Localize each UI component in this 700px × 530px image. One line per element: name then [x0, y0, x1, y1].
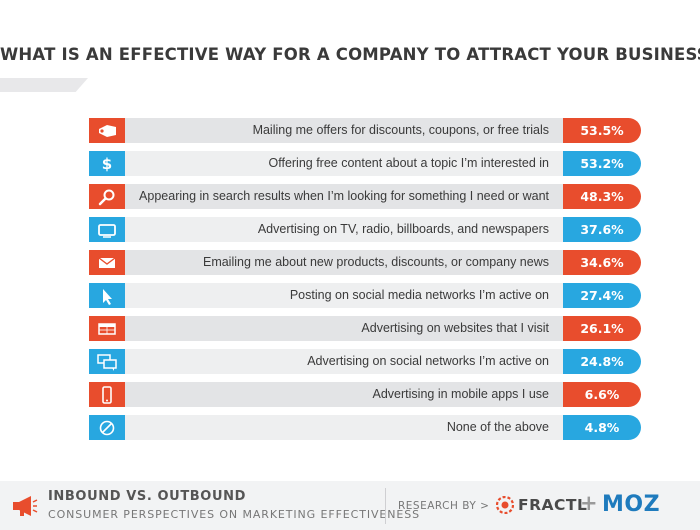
value-label: 48.3%	[563, 184, 641, 209]
value-label: 4.8%	[563, 415, 641, 440]
bar-row: $ Offering free content about a topic I’m…	[89, 151, 641, 176]
cursor-icon	[89, 283, 125, 308]
category-label: Advertising in mobile apps I use	[372, 387, 549, 401]
bar-row: Advertising on websites that I visit 26.1…	[89, 316, 641, 341]
chart-title: WHAT IS AN EFFECTIVE WAY FOR A COMPANY T…	[0, 45, 700, 64]
bar-row: Emailing me about new products, discount…	[89, 250, 641, 275]
research-by-label: RESEARCH BY >	[398, 500, 490, 512]
bar-row: Advertising on TV, radio, billboards, an…	[89, 217, 641, 242]
category-label: Posting on social media networks I’m act…	[289, 288, 549, 302]
bar-chart: Mailing me offers for discounts, coupons…	[89, 118, 641, 440]
category-label: None of the above	[446, 420, 549, 434]
category-label: Advertising on websites that I visit	[361, 321, 549, 335]
none-icon	[89, 415, 125, 440]
value-label: 53.5%	[563, 118, 641, 143]
tag-icon	[89, 118, 125, 143]
bar-row-background	[125, 283, 563, 308]
category-label: Advertising on TV, radio, billboards, an…	[257, 222, 549, 236]
fractl-logo-icon	[496, 496, 514, 514]
mobile-icon	[89, 382, 125, 407]
category-label: Mailing me offers for discounts, coupons…	[252, 123, 549, 137]
category-label: Emailing me about new products, discount…	[202, 255, 549, 269]
bar-row: Advertising on social networks I’m activ…	[89, 349, 641, 374]
fractl-logo-text: FRACTL	[518, 496, 588, 514]
dollar-icon: $	[89, 151, 125, 176]
tv-icon	[89, 217, 125, 242]
value-label: 6.6%	[563, 382, 641, 407]
bar-row-background	[125, 382, 563, 407]
category-label: Offering free content about a topic I’m …	[268, 156, 550, 170]
chat-icon	[89, 349, 125, 374]
footer-subtitle: CONSUMER PERSPECTIVES ON MARKETING EFFEC…	[48, 508, 421, 521]
bar-row-background	[125, 250, 563, 275]
value-label: 37.6%	[563, 217, 641, 242]
bar-row-background	[125, 217, 563, 242]
value-label: 27.4%	[563, 283, 641, 308]
search-icon	[89, 184, 125, 209]
value-label: 26.1%	[563, 316, 641, 341]
value-label: 34.6%	[563, 250, 641, 275]
plus-sign: +	[580, 491, 598, 515]
category-label: Advertising on social networks I’m activ…	[307, 354, 549, 368]
bar-row-background	[125, 349, 563, 374]
megaphone-icon	[13, 496, 38, 516]
bar-row-background	[125, 184, 563, 209]
bar-row: Mailing me offers for discounts, coupons…	[89, 118, 641, 143]
value-label: 53.2%	[563, 151, 641, 176]
bar-row-background	[125, 316, 563, 341]
footer: INBOUND VS. OUTBOUND CONSUMER PERSPECTIV…	[0, 481, 700, 530]
email-icon	[89, 250, 125, 275]
bar-row-background	[125, 151, 563, 176]
value-label: 24.8%	[563, 349, 641, 374]
bar-row-background	[125, 415, 563, 440]
footer-title: INBOUND VS. OUTBOUND	[48, 489, 246, 504]
footer-divider	[385, 488, 386, 524]
bar-row: Posting on social media networks I’m act…	[89, 283, 641, 308]
moz-logo-text: MOZ	[602, 492, 661, 517]
category-label: Appearing in search results when I’m loo…	[139, 189, 549, 203]
bar-row: Advertising in mobile apps I use 6.6%	[89, 382, 641, 407]
bar-row-background	[125, 118, 563, 143]
svg-text:$: $	[102, 155, 112, 173]
browser-icon	[89, 316, 125, 341]
bar-row: Appearing in search results when I’m loo…	[89, 184, 641, 209]
bar-row: None of the above 4.8%	[89, 415, 641, 440]
title-accent-bar	[0, 78, 88, 92]
